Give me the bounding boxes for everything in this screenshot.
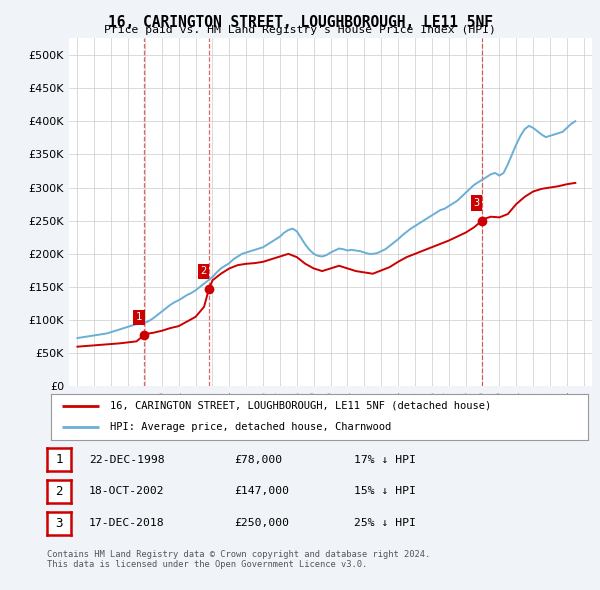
Text: 2: 2 (200, 267, 207, 276)
Text: 1: 1 (136, 312, 142, 322)
Text: 3: 3 (55, 517, 62, 530)
Text: 15% ↓ HPI: 15% ↓ HPI (354, 487, 416, 496)
Text: 18-OCT-2002: 18-OCT-2002 (89, 487, 164, 496)
Text: Contains HM Land Registry data © Crown copyright and database right 2024.: Contains HM Land Registry data © Crown c… (47, 550, 430, 559)
Text: 25% ↓ HPI: 25% ↓ HPI (354, 519, 416, 528)
Text: 3: 3 (473, 198, 479, 208)
Text: Price paid vs. HM Land Registry's House Price Index (HPI): Price paid vs. HM Land Registry's House … (104, 25, 496, 35)
Text: 1: 1 (55, 453, 62, 466)
Text: £250,000: £250,000 (234, 519, 289, 528)
Text: £78,000: £78,000 (234, 455, 282, 464)
Text: 2: 2 (55, 485, 62, 498)
Text: 16, CARINGTON STREET, LOUGHBOROUGH, LE11 5NF: 16, CARINGTON STREET, LOUGHBOROUGH, LE11… (107, 15, 493, 30)
Text: 16, CARINGTON STREET, LOUGHBOROUGH, LE11 5NF (detached house): 16, CARINGTON STREET, LOUGHBOROUGH, LE11… (110, 401, 491, 411)
Text: 22-DEC-1998: 22-DEC-1998 (89, 455, 164, 464)
Text: 17% ↓ HPI: 17% ↓ HPI (354, 455, 416, 464)
Text: 17-DEC-2018: 17-DEC-2018 (89, 519, 164, 528)
Text: HPI: Average price, detached house, Charnwood: HPI: Average price, detached house, Char… (110, 422, 391, 432)
Text: £147,000: £147,000 (234, 487, 289, 496)
Text: This data is licensed under the Open Government Licence v3.0.: This data is licensed under the Open Gov… (47, 560, 367, 569)
